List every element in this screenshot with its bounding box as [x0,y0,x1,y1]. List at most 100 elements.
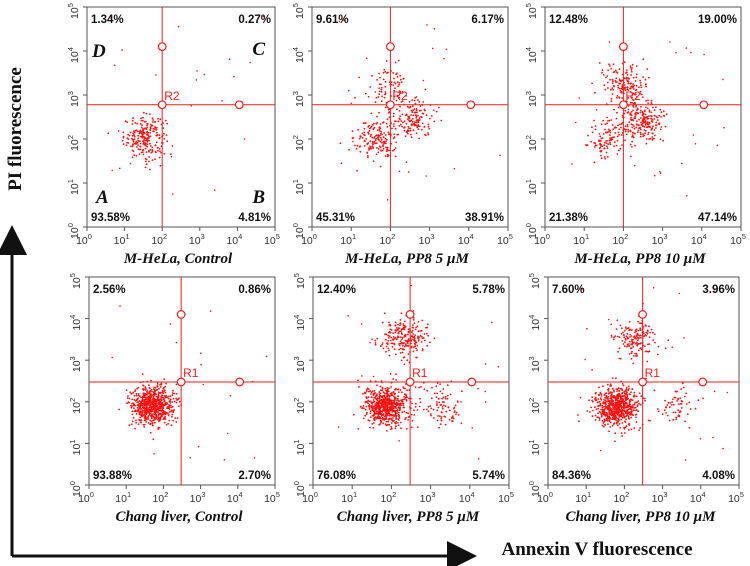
event-dot [631,140,633,143]
event-dot [668,406,671,409]
event-dot [367,419,370,421]
event-dot [622,331,624,334]
event-dot [386,398,389,401]
event-dot [625,71,628,74]
event-dot [394,321,397,324]
event-dot [620,91,623,93]
event-dot [380,88,383,91]
gate-top-handle[interactable] [386,42,395,51]
event-dot [440,416,443,418]
event-dot [170,410,172,413]
event-dot [145,418,148,421]
event-dot [417,330,420,333]
gate-top-handle[interactable] [405,310,415,319]
x-tick-label: 101 [575,490,591,505]
event-dot [411,105,414,107]
event-dot [398,110,401,112]
event-dot [441,397,444,400]
event-dot [632,342,634,345]
gate-right-handle[interactable] [467,377,477,387]
event-dot [407,328,410,331]
event-dot [405,343,407,346]
event-dot [699,438,702,440]
event-dot [145,128,148,131]
event-dot [265,355,268,358]
event-dot [137,140,140,142]
event-dot [397,332,399,334]
event-dot [379,137,382,139]
event-dot [633,407,636,409]
event-dot [229,394,232,397]
event-dot [138,413,141,416]
event-dot [141,400,144,403]
panel-caption: Chang liver, Control [115,509,243,525]
event-dot [636,107,639,110]
gate-center-handle[interactable] [176,377,186,387]
event-dot [396,94,399,97]
event-dot [383,68,386,71]
gate-top-handle[interactable] [157,42,167,51]
event-dot [388,324,391,327]
event-dot [397,413,400,416]
gate-right-handle[interactable] [466,100,476,110]
event-dot [690,51,692,54]
gate-top-handle[interactable] [638,310,648,319]
event-dot [395,409,397,412]
event-dot [374,139,377,142]
gate-right-handle[interactable] [234,100,244,110]
event-dot [152,438,155,441]
gate-right-handle[interactable] [235,377,245,387]
event-dot [665,406,667,408]
event-dot [148,150,150,153]
event-dot [609,65,611,67]
gate-top-handle[interactable] [176,310,186,319]
event-dot [632,109,634,112]
event-dot [606,116,608,119]
event-dot [385,350,387,353]
event-dot [640,86,643,89]
event-dot [628,340,631,343]
gate-center-handle[interactable] [157,100,167,110]
event-dot [136,387,139,390]
event-dot [367,402,370,405]
event-dot [596,401,599,404]
gate-right-handle[interactable] [698,377,708,387]
event-dot [631,101,634,104]
event-dot [402,77,405,80]
y-tick-label: 101 [527,439,542,455]
gate-right-handle[interactable] [699,100,709,110]
event-dot [423,125,426,128]
event-dot [163,138,166,140]
event-dot [617,397,619,400]
event-dot [375,408,378,410]
gate-center-handle[interactable] [619,100,628,110]
event-dot [634,80,637,82]
gate-center-handle[interactable] [386,100,395,110]
event-dot [605,76,607,79]
event-dot [427,125,430,128]
gate-center-handle[interactable] [638,377,648,387]
event-dot [606,155,609,158]
event-dot [410,339,412,342]
event-dot [146,137,149,139]
event-dot [398,327,400,330]
event-dot [642,96,644,98]
event-dot [373,409,376,412]
event-dot [362,122,365,125]
event-dot [614,399,617,402]
event-dot [396,81,399,83]
event-dot [412,129,415,132]
gate-top-handle[interactable] [619,42,628,51]
event-dot [150,395,153,398]
event-dot [131,156,134,159]
event-dot [604,396,606,399]
event-dot [624,326,627,328]
event-dot [664,125,667,128]
event-dot [127,395,129,397]
gate-center-handle[interactable] [405,377,415,387]
event-dot [141,404,143,407]
event-dot [395,404,398,407]
event-dot [603,425,605,428]
event-dot [600,395,603,397]
event-dot [435,385,438,387]
